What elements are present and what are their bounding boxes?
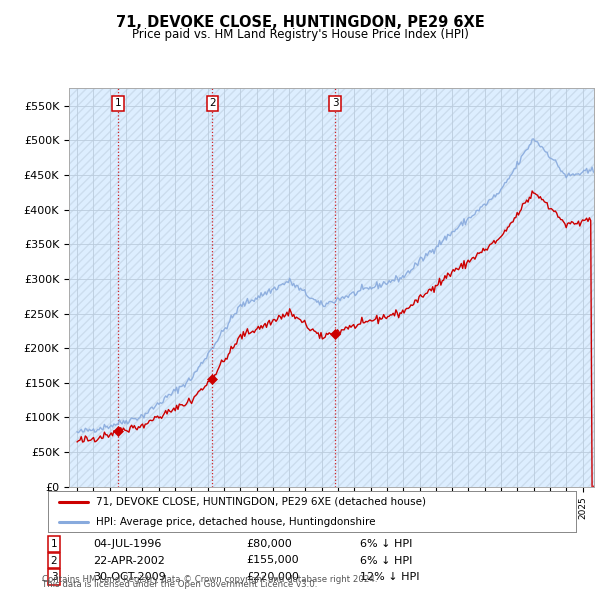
Text: 1: 1 [115,99,121,109]
Text: £80,000: £80,000 [246,539,292,549]
Text: 2: 2 [209,99,216,109]
Text: 04-JUL-1996: 04-JUL-1996 [93,539,161,549]
Text: 6% ↓ HPI: 6% ↓ HPI [360,539,412,549]
Text: 71, DEVOKE CLOSE, HUNTINGDON, PE29 6XE (detached house): 71, DEVOKE CLOSE, HUNTINGDON, PE29 6XE (… [95,497,425,507]
Text: 30-OCT-2009: 30-OCT-2009 [93,572,166,582]
Text: 22-APR-2002: 22-APR-2002 [93,556,165,565]
Text: 1: 1 [50,539,58,549]
Text: 2: 2 [50,556,58,565]
Text: 71, DEVOKE CLOSE, HUNTINGDON, PE29 6XE: 71, DEVOKE CLOSE, HUNTINGDON, PE29 6XE [116,15,484,30]
Text: Price paid vs. HM Land Registry's House Price Index (HPI): Price paid vs. HM Land Registry's House … [131,28,469,41]
Text: 3: 3 [332,99,338,109]
Text: 6% ↓ HPI: 6% ↓ HPI [360,556,412,565]
Text: 3: 3 [50,572,58,582]
Text: Contains HM Land Registry data © Crown copyright and database right 2024.: Contains HM Land Registry data © Crown c… [42,575,377,584]
Text: £220,000: £220,000 [246,572,299,582]
Text: HPI: Average price, detached house, Huntingdonshire: HPI: Average price, detached house, Hunt… [95,517,375,527]
Text: This data is licensed under the Open Government Licence v3.0.: This data is licensed under the Open Gov… [42,581,317,589]
Text: 12% ↓ HPI: 12% ↓ HPI [360,572,419,582]
Text: £155,000: £155,000 [246,556,299,565]
